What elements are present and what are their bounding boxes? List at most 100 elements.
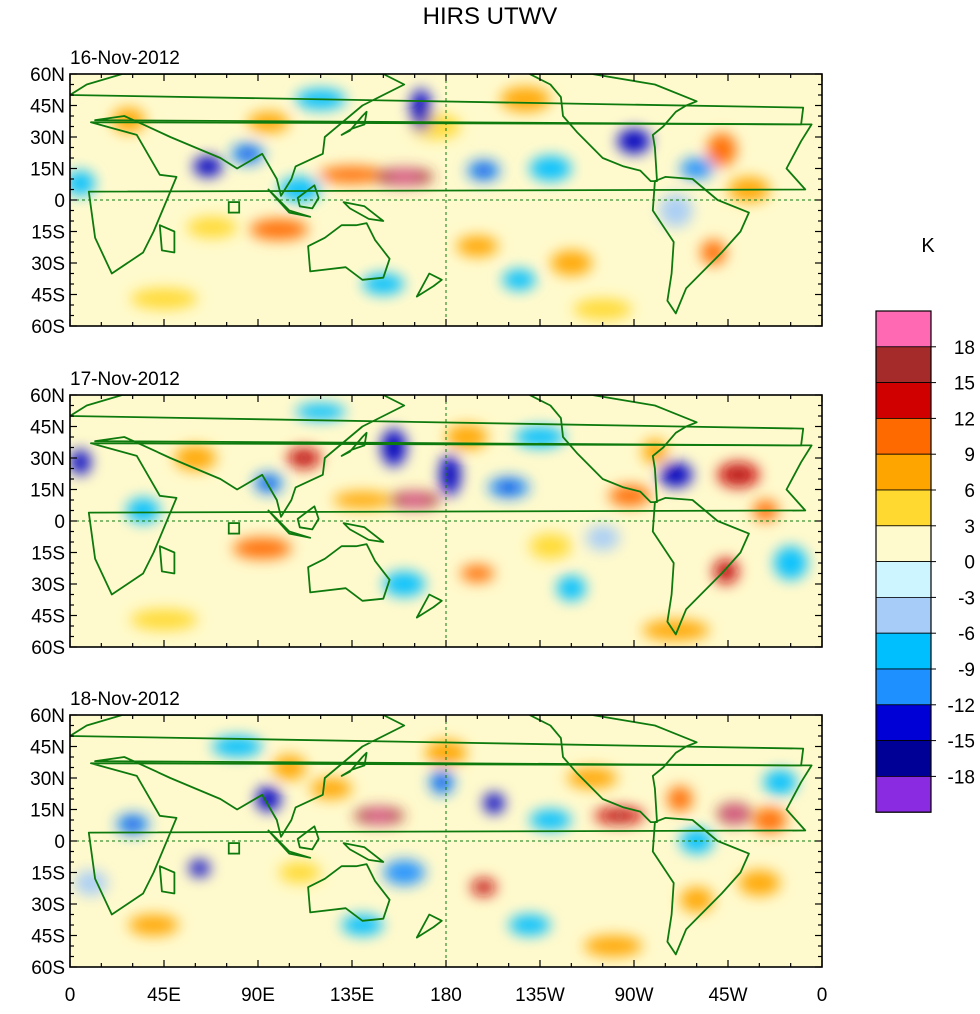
coastline-outline bbox=[158, 545, 176, 575]
y-tick-label: 60N bbox=[30, 65, 65, 86]
anomaly-feature bbox=[556, 575, 586, 601]
y-tick-label: 45S bbox=[31, 286, 65, 307]
colorbar-box bbox=[875, 668, 932, 706]
y-tick-label: 15S bbox=[31, 544, 65, 565]
anomaly-feature-core bbox=[477, 883, 490, 891]
anomaly-feature-core bbox=[239, 149, 256, 159]
colorbar-label: -3 bbox=[958, 588, 975, 609]
colorbar-label: 9 bbox=[964, 445, 975, 466]
y-tick-label: 30N bbox=[30, 769, 65, 790]
colorbar-label: 15 bbox=[954, 374, 975, 395]
anomaly-feature-core bbox=[366, 812, 392, 820]
coastline-outline bbox=[267, 188, 312, 218]
x-tick-label: 90W bbox=[614, 985, 653, 1006]
anomaly-feature bbox=[295, 403, 346, 421]
x-tick-label: 45E bbox=[147, 985, 181, 1006]
colorbar-units: K bbox=[921, 235, 935, 257]
coastline-outline bbox=[296, 825, 320, 851]
y-tick-label: 30N bbox=[30, 449, 65, 470]
anomaly-feature-core bbox=[200, 161, 216, 172]
x-tick-label: 0 bbox=[817, 985, 828, 1006]
anomaly-feature bbox=[585, 525, 620, 551]
colorbar-box bbox=[875, 632, 932, 670]
anomaly-feature bbox=[567, 767, 618, 789]
anomaly-features bbox=[70, 86, 770, 320]
x-tick-label: 180 bbox=[430, 985, 462, 1006]
anomaly-feature-core bbox=[387, 438, 401, 457]
anomaly-feature-core bbox=[389, 173, 419, 181]
box-marker bbox=[227, 522, 241, 535]
anomaly-feature bbox=[70, 170, 96, 196]
colorbar-box bbox=[875, 740, 932, 777]
colorbar-label: -18 bbox=[948, 767, 975, 788]
anomaly-feature-core bbox=[444, 465, 456, 485]
anomaly-feature bbox=[333, 491, 392, 509]
anomaly-feature bbox=[753, 807, 787, 833]
colorbar-label: -15 bbox=[948, 732, 975, 753]
colorbar-box bbox=[875, 346, 932, 383]
panel-date-label: 16-Nov-2012 bbox=[70, 48, 180, 69]
chart-title: HIRS UTWV bbox=[423, 3, 558, 30]
anomaly-feature bbox=[318, 166, 386, 184]
anomaly-feature bbox=[126, 497, 160, 524]
coastlines bbox=[70, 715, 813, 956]
anomaly-feature bbox=[700, 239, 726, 266]
anomaly-feature bbox=[529, 533, 572, 559]
coastline-outline bbox=[340, 431, 368, 457]
y-tick-label: 15N bbox=[30, 481, 65, 502]
anomaly-feature-core bbox=[667, 469, 685, 481]
coastline-outline bbox=[307, 222, 391, 281]
coastline-outline bbox=[70, 74, 805, 197]
colorbar-label: 18 bbox=[954, 338, 975, 359]
anomaly-feature bbox=[508, 914, 551, 936]
anomaly-feature-core bbox=[415, 100, 427, 120]
y-tick-label: 60S bbox=[31, 958, 65, 979]
anomaly-feature-core bbox=[435, 776, 449, 788]
field-map bbox=[70, 715, 822, 967]
anomaly-features bbox=[70, 403, 808, 641]
anomaly-feature bbox=[128, 914, 179, 936]
anomaly-feature-core bbox=[124, 819, 142, 829]
colorbar-box bbox=[875, 489, 932, 527]
anomaly-feature bbox=[707, 132, 737, 167]
coastline-outline bbox=[415, 593, 443, 619]
anomaly-feature bbox=[608, 485, 651, 507]
colorbar: K 18 15 12 9 6 3 0 -3 -6 -9 -12 -15 -18 bbox=[875, 235, 975, 813]
coastline-outline bbox=[296, 505, 320, 531]
coastline-outline bbox=[70, 395, 805, 518]
anomaly-feature bbox=[500, 86, 551, 112]
anomaly-feature-core bbox=[728, 469, 749, 481]
anomaly-feature bbox=[456, 235, 499, 257]
coastline-outline bbox=[340, 110, 368, 136]
y-tick-label: 0 bbox=[54, 832, 65, 853]
field-map bbox=[70, 74, 822, 326]
y-tick-label: 45S bbox=[31, 927, 65, 948]
coastline-outline bbox=[415, 913, 443, 939]
anomaly-feature bbox=[659, 193, 693, 228]
coastline-outline bbox=[651, 817, 750, 956]
coastline-outline bbox=[651, 497, 750, 636]
box-marker bbox=[227, 842, 241, 855]
anomaly-feature-core bbox=[625, 135, 643, 147]
y-tick-label: 0 bbox=[54, 191, 65, 212]
y-tick-label: 15N bbox=[30, 801, 65, 822]
anomaly-feature-core bbox=[402, 496, 428, 504]
y-tick-label: 30S bbox=[31, 254, 65, 275]
x-tick-label: 0 bbox=[65, 985, 76, 1006]
anomaly-feature bbox=[529, 155, 572, 182]
field-map bbox=[70, 395, 822, 647]
coastline-outline bbox=[342, 201, 385, 222]
anomaly-feature-core bbox=[194, 864, 205, 873]
coastline-outline bbox=[528, 395, 698, 503]
anomaly-feature bbox=[278, 862, 321, 883]
anomaly-feature-core bbox=[606, 812, 632, 820]
x-tick-label: 135W bbox=[515, 985, 565, 1006]
anomaly-feature-core bbox=[475, 165, 492, 176]
x-tick-label: 90E bbox=[241, 985, 275, 1006]
x-tick-label: 135E bbox=[330, 985, 374, 1006]
coastline-outline bbox=[158, 224, 176, 254]
panels: 16-Nov-201260N45N30N15N015S30S45S60S17-N… bbox=[30, 48, 827, 1006]
coastline-outline bbox=[158, 865, 176, 895]
